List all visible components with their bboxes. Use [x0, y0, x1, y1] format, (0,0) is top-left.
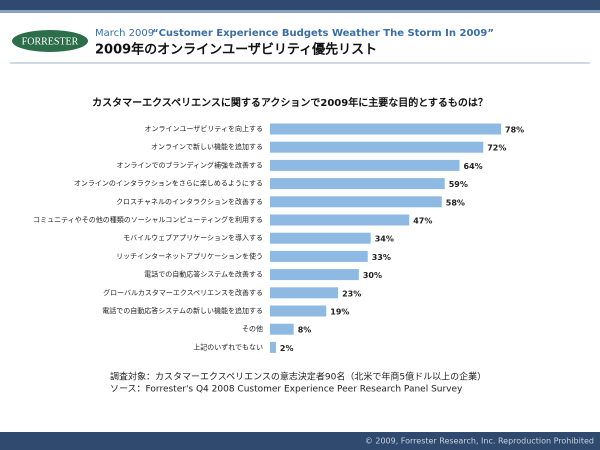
- bar: [270, 323, 294, 335]
- logo: FORRESTER: [22, 36, 79, 47]
- bar: [270, 196, 442, 208]
- header-date: March 2009: [95, 28, 154, 39]
- value-label: 8%: [298, 326, 312, 335]
- value-label: 23%: [342, 289, 361, 298]
- category-label: 上記のいずれでもない: [193, 342, 263, 351]
- category-label: コミュニティやその他の種類のソーシャルコンピューティングを利用する: [33, 215, 263, 224]
- value-label: 78%: [505, 126, 524, 135]
- value-label: 19%: [330, 308, 349, 317]
- chart-title: カスタマーエクスペリエンスに関するアクションで2009年に主要な目的とするものは…: [92, 96, 488, 109]
- bar: [270, 141, 484, 153]
- header-report: “Customer Experience Budgets Weather The…: [152, 28, 494, 39]
- value-label: 59%: [449, 180, 468, 189]
- category-label: オンラインユーザビリティを向上する: [145, 124, 263, 133]
- value-label: 64%: [464, 162, 483, 171]
- slide-title: 2009年のオンラインユーザビリティ優先リスト: [95, 42, 377, 58]
- bar: [270, 269, 359, 281]
- note: 調査対象：カスタマーエクスペリエンスの意志決定者90名（北米で年商5億ドル以上の…: [110, 371, 486, 383]
- bar: [270, 159, 460, 171]
- value-label: 2%: [280, 344, 294, 353]
- category-label: オンラインのインタラクションをさらに楽しめるようにする: [74, 179, 263, 188]
- value-label: 72%: [487, 144, 506, 153]
- bar: [270, 178, 445, 190]
- bar: [270, 214, 410, 226]
- bar: [270, 305, 327, 317]
- category-label: クロスチャネルのインタラクションを改善する: [116, 197, 263, 206]
- bar: [270, 250, 368, 262]
- category-label: オンラインで新しい機能を追加する: [151, 142, 263, 151]
- copyright: © 2009, Forrester Research, Inc. Reprodu…: [365, 437, 594, 446]
- value-label: 58%: [446, 198, 465, 207]
- category-label: 電話での自動応答システムを改善する: [144, 270, 263, 279]
- bar: [270, 123, 501, 135]
- top-stripe: [0, 10, 600, 13]
- note: ソース：Forrester's Q4 2008 Customer Experie…: [110, 385, 463, 395]
- value-label: 34%: [375, 235, 394, 244]
- top-band: [0, 0, 600, 10]
- category-label: オンラインでのブランディング補強を改善する: [116, 160, 263, 169]
- bar: [270, 232, 371, 244]
- bar: [270, 341, 276, 353]
- category-label: 電話での自動応答システムの新しい機能を追加する: [102, 306, 263, 315]
- bottom-band: [0, 432, 600, 450]
- logo-oval: [12, 30, 88, 52]
- category-label: モバイルウェブアプリケーションを導入する: [123, 233, 263, 242]
- value-label: 30%: [363, 271, 382, 280]
- value-label: 33%: [372, 253, 391, 262]
- category-label: リッチインターネットアプリケーションを使う: [116, 251, 263, 260]
- category-label: グローバルカスタマーエクスペリエンスを改善する: [103, 288, 263, 297]
- bar: [270, 287, 339, 299]
- category-label: その他: [242, 324, 263, 333]
- value-label: 47%: [413, 217, 432, 226]
